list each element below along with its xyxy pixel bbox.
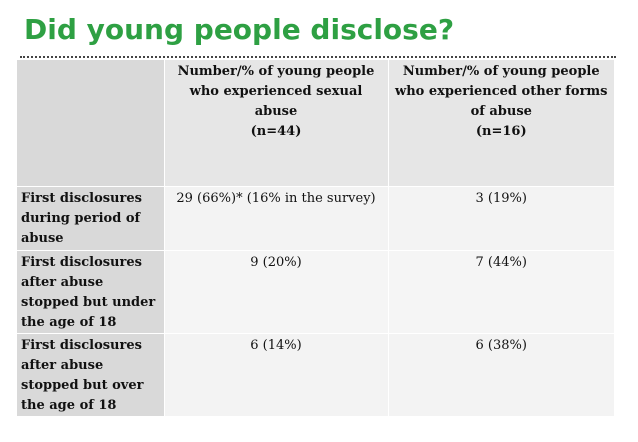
row-header: First disclosures after abuse stopped bu… [17, 250, 164, 334]
header-line: of abuse [470, 104, 532, 119]
row-header-line: First disclosures [21, 255, 142, 270]
table-cell: 6 (14%) [163, 333, 388, 416]
title-divider [20, 56, 616, 58]
table-header-row: Number/% of young people who experienced… [17, 60, 614, 187]
header-line: abuse [254, 104, 298, 119]
column-header-other-abuse: Number/% of young people who experienced… [387, 60, 614, 187]
table-cell: 9 (20%) [163, 250, 388, 334]
row-header-line: First disclosures [21, 338, 142, 353]
row-header-line: stopped but over [21, 378, 144, 393]
row-header-line: after abuse [21, 358, 104, 373]
header-line: Number/% of young people [177, 64, 375, 79]
table-row: First disclosures during period of abuse… [17, 186, 614, 251]
row-header-line: stopped but under [21, 295, 156, 310]
row-header: First disclosures after abuse stopped bu… [17, 333, 164, 416]
header-line: Number/% of young people [402, 64, 600, 79]
header-line: who experienced sexual [189, 84, 363, 99]
row-header-line: after abuse [21, 275, 104, 290]
row-header-line: the age of 18 [21, 315, 117, 330]
table-cell: 6 (38%) [387, 333, 614, 416]
header-line: (n=16) [475, 124, 527, 139]
row-header-line: First disclosures [21, 191, 142, 206]
slide-title: Did young people disclose? [24, 13, 455, 46]
column-header-sexual-abuse: Number/% of young people who experienced… [163, 60, 388, 187]
table-row: First disclosures after abuse stopped bu… [17, 250, 614, 334]
row-header-line: during period of [21, 211, 141, 226]
header-line: who experienced other forms [395, 84, 608, 99]
table-row: First disclosures after abuse stopped bu… [17, 333, 614, 416]
row-header-line: the age of 18 [21, 398, 117, 413]
row-header-line: abuse [21, 231, 64, 246]
row-header: First disclosures during period of abuse [17, 186, 164, 251]
table-corner-cell [17, 60, 164, 187]
table-cell: 7 (44%) [387, 250, 614, 334]
header-line: (n=44) [250, 124, 302, 139]
table-cell: 3 (19%) [387, 186, 614, 251]
disclosure-table: Number/% of young people who experienced… [17, 60, 614, 416]
table-cell: 29 (66%)* (16% in the survey) [163, 186, 388, 251]
